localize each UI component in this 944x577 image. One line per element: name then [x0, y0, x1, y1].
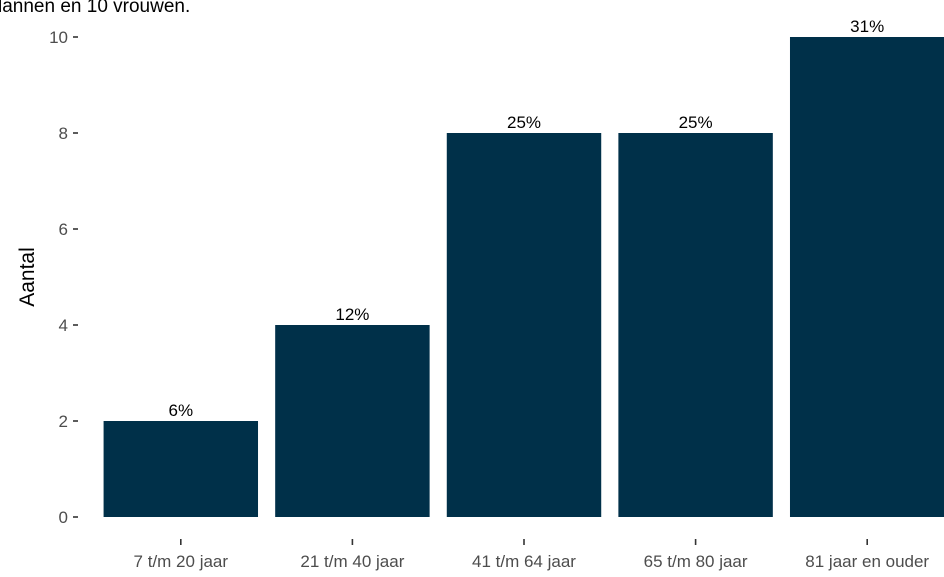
x-tick-label: 81 jaar en ouder	[805, 552, 929, 571]
bar	[275, 325, 430, 517]
y-tick-label: 2	[59, 412, 68, 431]
bar-data-label: 31%	[850, 17, 884, 36]
bar	[446, 133, 602, 517]
y-axis: 0 2 4 6 8 10	[49, 28, 78, 527]
x-tick-label: 21 t/m 40 jaar	[300, 552, 404, 571]
y-axis-title: Aantal	[16, 247, 39, 307]
y-tick-label: 10	[49, 28, 68, 47]
bar-data-label: 25%	[507, 113, 541, 132]
y-tick-label: 4	[59, 316, 68, 335]
bars	[103, 37, 944, 517]
bar-data-label: 25%	[679, 113, 713, 132]
bar	[103, 421, 259, 517]
bar	[789, 37, 944, 517]
x-axis: 7 t/m 20 jaar 21 t/m 40 jaar 41 t/m 64 jaa…	[134, 539, 929, 571]
bar	[618, 133, 773, 517]
y-tick-label: 8	[59, 124, 68, 143]
bar-data-label: 12%	[335, 305, 369, 324]
x-tick-label: 41 t/m 64 jaar	[472, 552, 576, 571]
y-tick-label: 6	[59, 220, 68, 239]
x-tick-label: 7 t/m 20 jaar	[134, 552, 229, 571]
x-tick-label: 65 t/m 80 jaar	[644, 552, 748, 571]
data-labels: 6% 12% 25% 25% 31%	[169, 17, 885, 420]
chart-caption: lannen en 10 vrouwen.	[0, 0, 190, 17]
bar-data-label: 6%	[169, 401, 194, 420]
y-tick-label: 0	[59, 508, 68, 527]
